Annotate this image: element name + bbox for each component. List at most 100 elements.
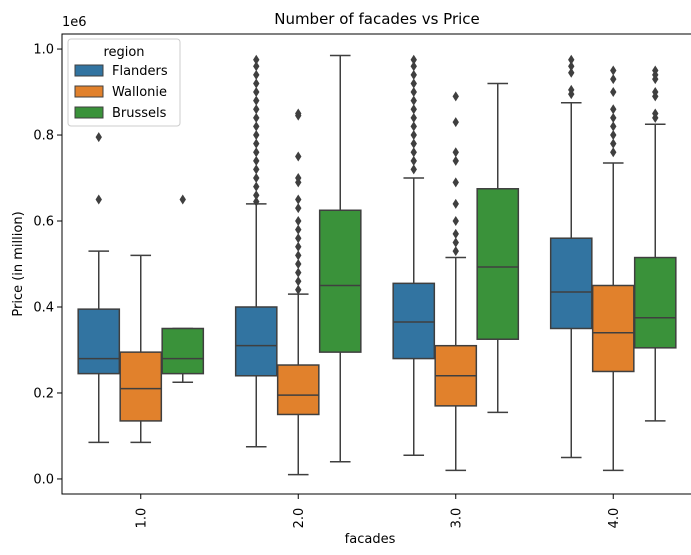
outlier-point bbox=[410, 147, 417, 158]
outlier-point bbox=[452, 216, 459, 227]
x-axis-label: facades bbox=[345, 532, 396, 547]
iqr-box bbox=[234, 306, 278, 377]
box-flanders-4.0 bbox=[549, 54, 593, 459]
legend-label-brussels: Brussels bbox=[112, 106, 167, 121]
legend-frame bbox=[67, 38, 181, 127]
outlier-point bbox=[610, 112, 617, 123]
box-brussels-3.0 bbox=[476, 82, 520, 414]
chart-title: Number of facades vs Price bbox=[274, 10, 480, 28]
y-axis-offset-label: 1e6 bbox=[62, 15, 87, 30]
outlier-point bbox=[253, 87, 260, 98]
iqr-box bbox=[161, 327, 205, 375]
outlier-point bbox=[452, 237, 459, 248]
box-groups bbox=[77, 54, 677, 476]
outlier-point bbox=[295, 259, 302, 269]
legend-swatch-wallonie bbox=[74, 85, 104, 98]
y-tick-label: 0.6 bbox=[33, 215, 54, 230]
x-tick-label: 4.0 bbox=[607, 508, 622, 529]
outlier-point bbox=[610, 87, 617, 98]
outlier-point bbox=[295, 267, 302, 278]
box-flanders-3.0 bbox=[392, 54, 436, 457]
outlier-point bbox=[452, 228, 459, 239]
outlier-point bbox=[253, 112, 260, 123]
outlier-point bbox=[410, 112, 417, 123]
axes-frame bbox=[61, 33, 691, 495]
outlier-point bbox=[295, 250, 302, 261]
outlier-point bbox=[452, 147, 459, 158]
outlier-point bbox=[253, 95, 260, 106]
box-wallonie-3.0 bbox=[434, 91, 478, 472]
outlier-point bbox=[610, 130, 617, 141]
outlier-point bbox=[410, 95, 417, 106]
outlier-point bbox=[253, 190, 260, 201]
outlier-point bbox=[95, 132, 102, 143]
outlier-point bbox=[610, 104, 617, 115]
outlier-point bbox=[295, 203, 302, 214]
box-wallonie-2.0 bbox=[276, 108, 320, 476]
outlier-point bbox=[253, 78, 260, 89]
outlier-point bbox=[253, 121, 260, 132]
outlier-point bbox=[410, 78, 417, 89]
iqr-box bbox=[392, 282, 436, 360]
y-axis-label: Price (in million) bbox=[11, 211, 26, 316]
box-flanders-1.0 bbox=[77, 132, 121, 444]
outlier-point bbox=[95, 194, 102, 205]
outlier-point bbox=[410, 87, 417, 98]
outlier-point bbox=[610, 138, 617, 149]
y-tick-label: 1.0 bbox=[33, 43, 54, 58]
outlier-point bbox=[410, 121, 417, 132]
y-tick-label: 0.0 bbox=[33, 472, 54, 487]
outlier-point bbox=[295, 151, 302, 162]
outlier-point bbox=[452, 155, 459, 166]
outlier-point bbox=[410, 138, 417, 149]
y-tick-label: 0.2 bbox=[33, 386, 54, 401]
iqr-box bbox=[591, 284, 635, 373]
legend-swatch-brussels bbox=[74, 106, 104, 119]
outlier-point bbox=[410, 61, 417, 72]
box-wallonie-4.0 bbox=[591, 65, 635, 472]
outlier-point bbox=[452, 198, 459, 209]
outlier-point bbox=[452, 246, 459, 257]
outlier-point bbox=[610, 121, 617, 132]
outlier-point bbox=[253, 164, 260, 175]
outlier-point bbox=[253, 147, 260, 158]
outlier-point bbox=[295, 194, 302, 205]
iqr-box bbox=[119, 351, 163, 422]
outlier-point bbox=[410, 69, 417, 80]
outlier-point bbox=[295, 216, 302, 227]
box-brussels-4.0 bbox=[633, 65, 677, 422]
outlier-point bbox=[253, 69, 260, 80]
outlier-point bbox=[652, 108, 659, 119]
outlier-point bbox=[295, 224, 302, 235]
outlier-point bbox=[253, 104, 260, 115]
outlier-point bbox=[253, 54, 260, 65]
iqr-box bbox=[549, 237, 593, 330]
x-axis-ticks: 1.0 2.0 3.0 4.0 bbox=[134, 494, 622, 528]
outlier-point bbox=[253, 155, 260, 166]
outlier-point bbox=[568, 67, 575, 78]
box-brussels-1.0 bbox=[161, 194, 205, 383]
legend-label-flanders: Flanders bbox=[112, 64, 168, 79]
outlier-point bbox=[295, 173, 302, 184]
outlier-point bbox=[295, 108, 302, 119]
x-tick-label: 1.0 bbox=[134, 508, 149, 529]
outlier-point bbox=[253, 196, 260, 207]
iqr-box bbox=[476, 188, 520, 340]
outlier-point bbox=[410, 54, 417, 65]
x-tick-label: 2.0 bbox=[292, 508, 307, 529]
outlier-point bbox=[610, 74, 617, 85]
outlier-point bbox=[295, 284, 302, 295]
outlier-point bbox=[452, 177, 459, 188]
outlier-point bbox=[410, 164, 417, 175]
legend-label-wallonie: Wallonie bbox=[112, 85, 167, 100]
outlier-point bbox=[295, 233, 302, 244]
outlier-point bbox=[610, 147, 617, 158]
outlier-point bbox=[610, 65, 617, 76]
outlier-point bbox=[253, 61, 260, 72]
outlier-point bbox=[410, 104, 417, 115]
y-axis-ticks: 0.0 0.2 0.4 0.6 0.8 1.0 bbox=[33, 43, 62, 487]
outlier-point bbox=[253, 130, 260, 141]
legend: region Flanders Wallonie Brussels bbox=[67, 38, 181, 127]
y-tick-label: 0.4 bbox=[33, 300, 54, 315]
